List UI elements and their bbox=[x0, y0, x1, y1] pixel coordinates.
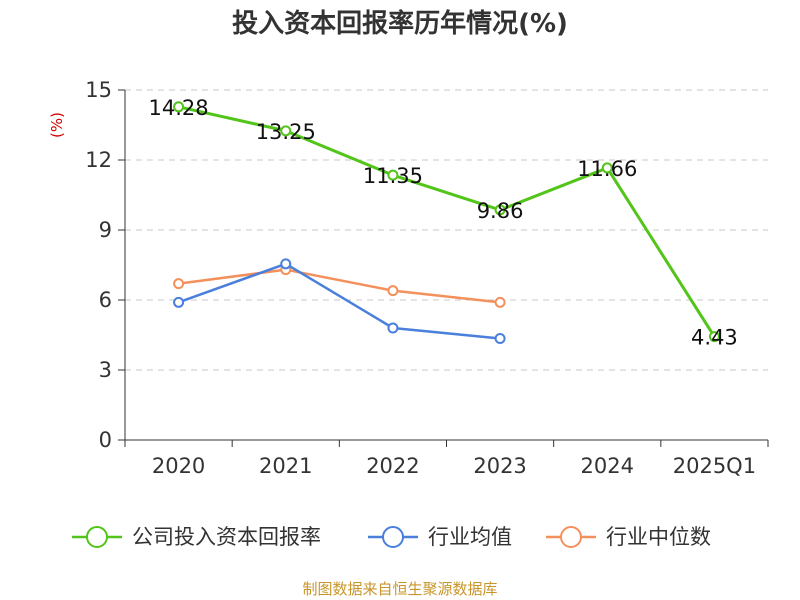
legend-marker bbox=[560, 526, 582, 548]
legend-item-0[interactable]: 公司投入资本回报率 bbox=[72, 525, 321, 549]
legend-item-2[interactable]: 行业中位数 bbox=[546, 525, 711, 549]
series-lines bbox=[173, 101, 720, 344]
data-point bbox=[173, 296, 185, 308]
data-label: 9.86 bbox=[477, 199, 524, 223]
legend[interactable]: 公司投入资本回报率 行业均值 行业中位数 bbox=[72, 525, 711, 549]
data-label: 14.28 bbox=[149, 96, 209, 120]
y-tick-label: 0 bbox=[99, 428, 112, 452]
y-tick-label: 3 bbox=[99, 358, 112, 382]
data-label: 11.66 bbox=[577, 157, 637, 181]
x-tick-label: 2023 bbox=[473, 454, 526, 478]
data-point bbox=[280, 125, 292, 137]
legend-label: 公司投入资本回报率 bbox=[132, 525, 321, 549]
data-labels: 14.28 13.25 11.35 9.86 11.66 4.43 bbox=[149, 96, 738, 350]
data-point bbox=[387, 285, 399, 297]
x-tick-label: 2022 bbox=[366, 454, 419, 478]
y-tick-label: 6 bbox=[99, 288, 112, 312]
series-line-1 bbox=[178, 262, 501, 340]
data-point bbox=[708, 331, 720, 343]
data-point bbox=[494, 296, 506, 308]
data-label: 11.35 bbox=[363, 164, 423, 188]
data-point bbox=[601, 162, 613, 174]
x-tick-label: 2025Q1 bbox=[673, 454, 756, 478]
data-point bbox=[280, 258, 292, 270]
y-tick-label: 15 bbox=[85, 78, 112, 102]
legend-item-1[interactable]: 行业均值 bbox=[368, 525, 512, 549]
y-axis-unit-label: (%) bbox=[48, 112, 66, 138]
y-tick-label: 9 bbox=[99, 218, 112, 242]
legend-marker bbox=[382, 526, 404, 548]
x-tick-label: 2021 bbox=[259, 454, 312, 478]
data-point bbox=[387, 322, 399, 334]
data-point bbox=[494, 333, 506, 344]
legend-marker bbox=[86, 526, 108, 548]
x-tick-labels: 2020 2021 2022 2023 2024 2025Q1 bbox=[152, 454, 756, 478]
legend-label: 行业均值 bbox=[428, 525, 512, 549]
chart-title: 投入资本回报率历年情况(%) bbox=[232, 8, 568, 39]
source-note: 制图数据来自恒生聚源数据库 bbox=[302, 580, 497, 598]
y-tick-label: 12 bbox=[85, 148, 112, 172]
data-point bbox=[494, 204, 506, 216]
x-tick-label: 2020 bbox=[152, 454, 205, 478]
data-label: 13.25 bbox=[256, 120, 316, 144]
grid-lines bbox=[125, 89, 768, 371]
y-tick-labels: 0 3 6 9 12 15 bbox=[85, 78, 112, 452]
data-label: 4.43 bbox=[691, 326, 738, 350]
data-point bbox=[173, 278, 185, 290]
series-line-2 bbox=[178, 268, 501, 304]
data-point bbox=[173, 101, 185, 113]
legend-label: 行业中位数 bbox=[606, 525, 711, 549]
x-tick-label: 2024 bbox=[581, 454, 634, 478]
data-point bbox=[387, 169, 399, 181]
axes bbox=[118, 89, 769, 447]
series-line-0 bbox=[178, 105, 716, 338]
